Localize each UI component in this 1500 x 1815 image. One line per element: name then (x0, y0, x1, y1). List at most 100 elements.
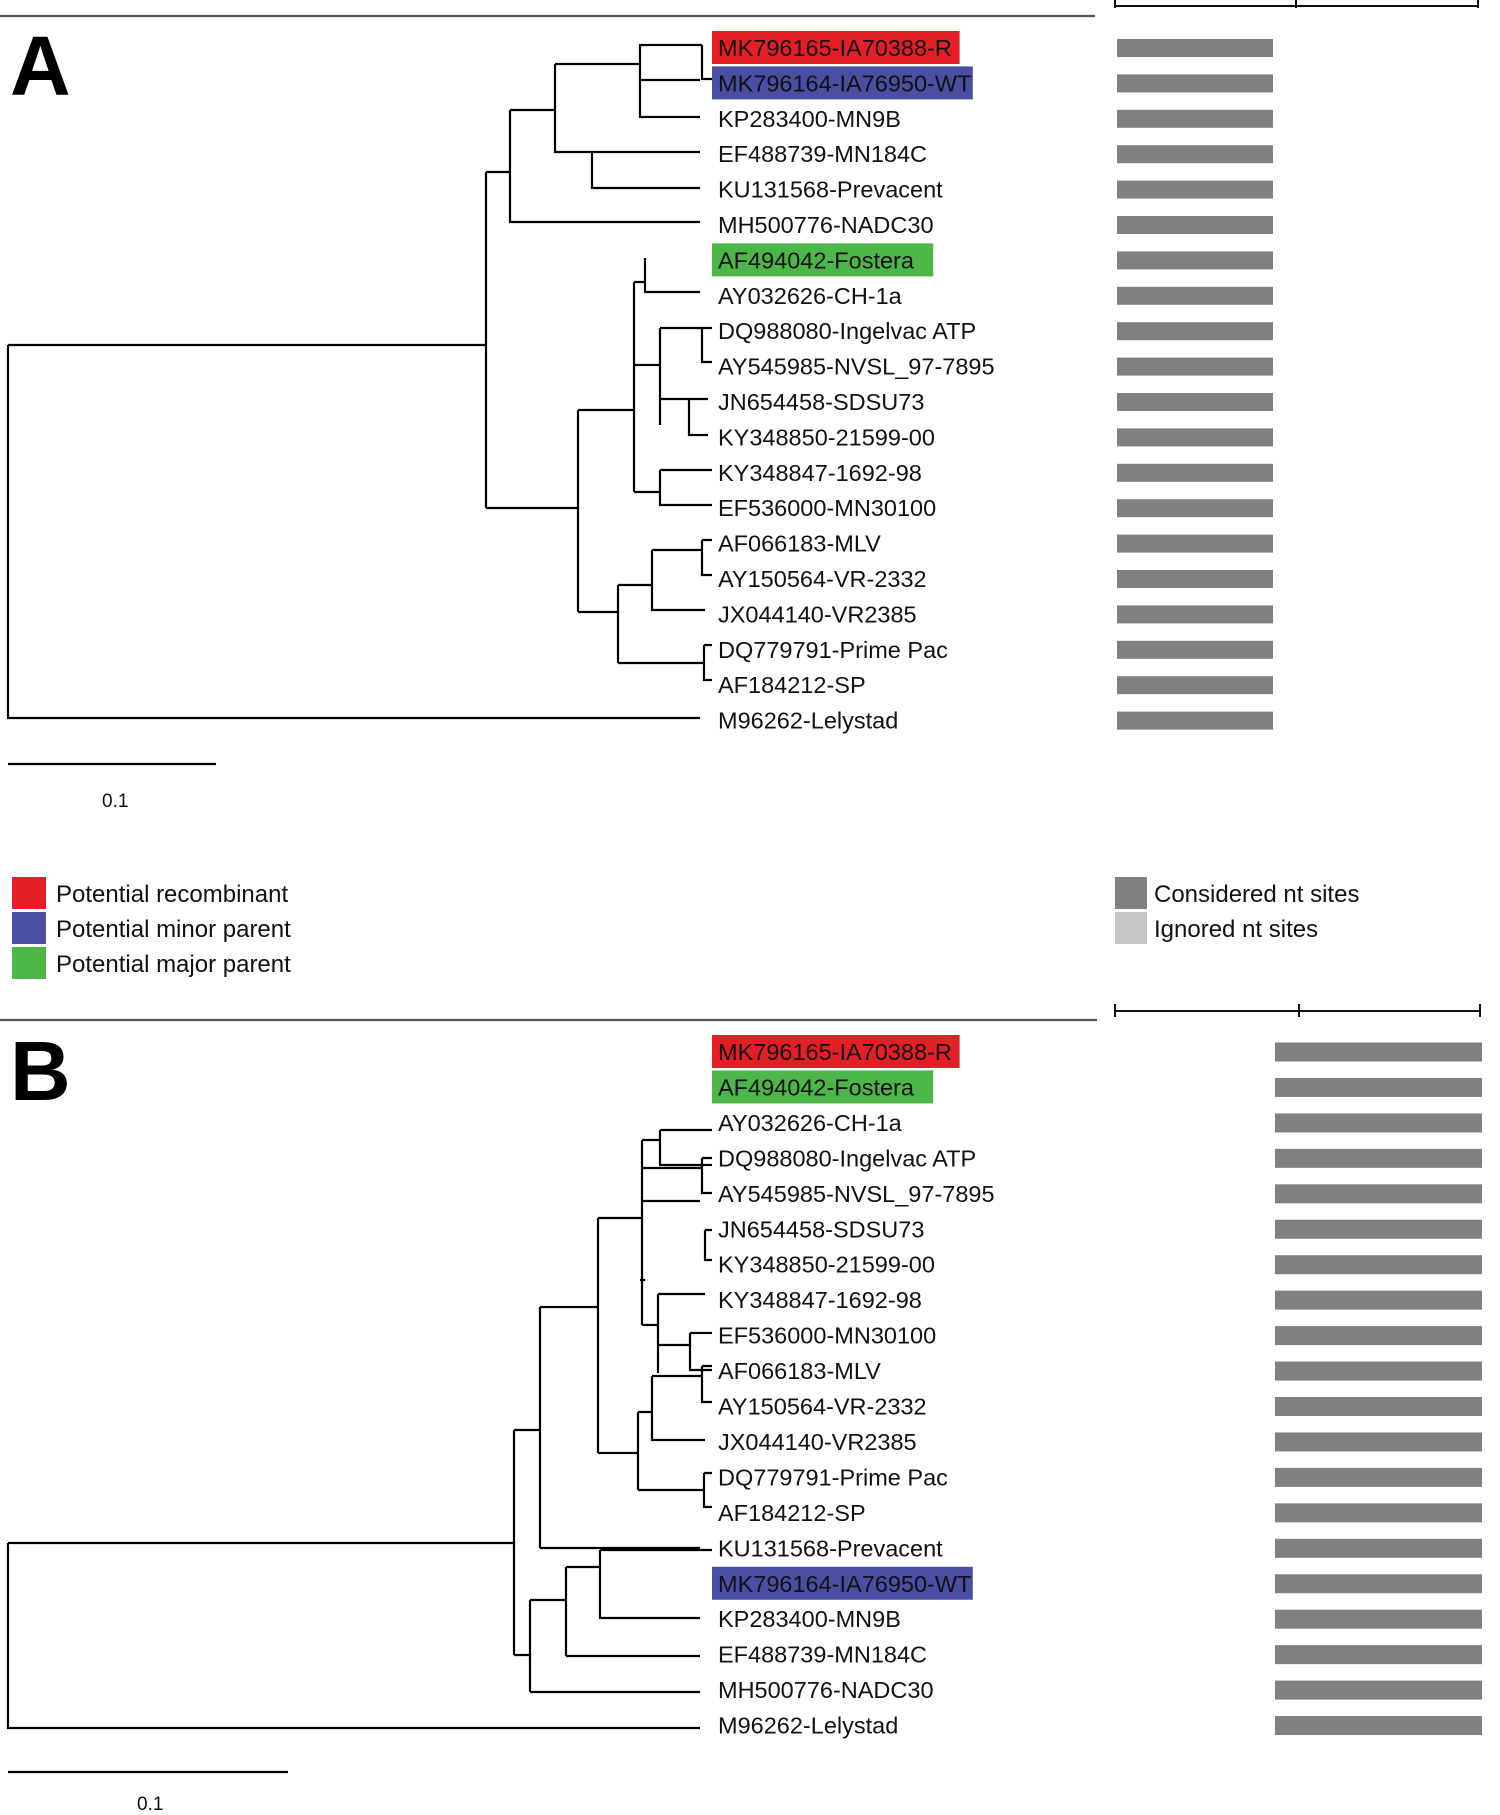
leaf-label: AY150564-VR-2332 (718, 1394, 927, 1420)
site-bar (1117, 251, 1273, 270)
site-bar (1117, 145, 1273, 164)
panel-a-tree-branches (6, 43, 712, 720)
site-bar (1117, 711, 1273, 730)
leaf-row: M96262-Lelystad (718, 708, 898, 734)
legend-swatch (1115, 877, 1147, 909)
leaf-row: AY545985-NVSL_97-7895 (718, 1181, 995, 1207)
leaf-row: AF494042-Fostera (712, 243, 934, 277)
leaf-label: M96262-Lelystad (718, 708, 898, 734)
leaf-row: DQ988080-Ingelvac ATP (718, 318, 976, 344)
leaf-row: DQ779791-Prime Pac (718, 1464, 948, 1490)
leaf-label: AY032626-CH-1a (718, 1110, 903, 1136)
site-bar (1275, 1290, 1482, 1310)
leaf-label: AY150564-VR-2332 (718, 566, 927, 592)
leaf-row: MK796164-IA76950-WT (712, 1566, 973, 1600)
leaf-label: AF184212-SP (718, 672, 866, 698)
site-bar (1275, 1397, 1482, 1416)
leaf-label: DQ779791-Prime Pac (718, 637, 948, 663)
panel-a-site-axis (1114, 0, 1479, 8)
leaf-row: JX044140-VR2385 (718, 1429, 917, 1455)
legend-swatch (12, 947, 46, 979)
leaf-highlight-major (712, 243, 934, 277)
site-bar (1117, 570, 1273, 588)
leaf-label: DQ779791-Prime Pac (718, 1464, 948, 1490)
leaf-label: JX044140-VR2385 (718, 601, 917, 627)
legend-swatch (12, 912, 46, 944)
leaf-row: JN654458-SDSU73 (718, 389, 924, 415)
site-bar (1117, 74, 1273, 93)
leaf-row: AY150564-VR-2332 (718, 1394, 927, 1420)
site-bar (1117, 463, 1273, 482)
site-bar (1117, 357, 1273, 376)
legend-sites: Considered nt sites Ignored nt sites (1115, 877, 1359, 944)
leaf-label: AF494042-Fostera (718, 247, 915, 273)
site-bar (1275, 1467, 1482, 1487)
site-bar (1275, 1255, 1482, 1275)
site-bar (1275, 1645, 1482, 1665)
panel-a-scale-label: 0.1 (102, 791, 128, 812)
leaf-label: KU131568-Prevacent (718, 177, 943, 203)
site-bar (1117, 640, 1273, 659)
panel-a: A 0.1 MK796165-IA70388-R MK796164-IA76950… (0, 0, 1479, 812)
site-bar (1275, 1680, 1482, 1700)
legend-swatch (12, 877, 46, 909)
site-bar (1117, 109, 1273, 128)
panel-a-letter: A (10, 19, 71, 113)
leaf-row: MK796165-IA70388-R (712, 1035, 960, 1068)
leaf-row: JN654458-SDSU73 (718, 1216, 924, 1242)
panel-a-site-bars (1117, 39, 1273, 730)
leaf-label: MH500776-NADC30 (718, 212, 934, 238)
site-bar (1117, 322, 1273, 341)
site-bar (1275, 1574, 1482, 1594)
leaf-row: AF184212-SP (718, 672, 866, 698)
panel-b-tree-branches (6, 1128, 712, 1730)
panel-b: B 0.1 MK796165-IA70388-R AF494042-Fostera… (0, 1004, 1482, 1815)
leaf-row: AF066183-MLV (718, 531, 881, 557)
site-bar (1275, 1503, 1482, 1523)
site-bar (1117, 39, 1273, 57)
leaf-row: AY032626-CH-1a (718, 283, 903, 309)
leaf-row: KY348847-1692-98 (718, 1287, 922, 1313)
leaf-label: KY348850-21599-00 (718, 1252, 935, 1278)
panel-b-site-bars (1275, 1042, 1482, 1736)
site-bar (1117, 605, 1273, 624)
site-bar (1117, 676, 1273, 695)
leaf-row: EF488739-MN184C (718, 141, 927, 167)
leaf-label: DQ988080-Ingelvac ATP (718, 318, 976, 344)
leaf-label: DQ988080-Ingelvac ATP (718, 1145, 976, 1171)
leaf-label: JX044140-VR2385 (718, 1429, 917, 1455)
leaf-label: KP283400-MN9B (718, 106, 901, 132)
leaf-label: KY348850-21599-00 (718, 424, 935, 450)
legend: Potential recombinant Potential minor par… (12, 877, 1359, 979)
leaf-row: M96262-Lelystad (718, 1713, 898, 1739)
legend-label: Ignored nt sites (1154, 916, 1318, 943)
leaf-label: KP283400-MN9B (718, 1606, 901, 1632)
site-bar (1275, 1361, 1482, 1381)
panel-a-leaves: MK796165-IA70388-R MK796164-IA76950-WT KP2… (712, 31, 995, 734)
leaf-row: KU131568-Prevacent (718, 1535, 943, 1561)
leaf-row: MH500776-NADC30 (718, 1677, 934, 1703)
leaf-label: AY545985-NVSL_97-7895 (718, 1181, 995, 1207)
site-bar (1117, 534, 1273, 553)
legend-parents: Potential recombinant Potential minor par… (12, 877, 291, 979)
leaf-label: KU131568-Prevacent (718, 1535, 943, 1561)
legend-label: Potential minor parent (56, 916, 291, 943)
leaf-row: DQ779791-Prime Pac (718, 637, 948, 663)
panel-b-letter: B (10, 1024, 71, 1118)
panel-b-scale-label: 0.1 (137, 1794, 163, 1815)
leaf-row: AY032626-CH-1a (718, 1110, 903, 1136)
leaf-row: AY545985-NVSL_97-7895 (718, 354, 995, 380)
legend-label: Considered nt sites (1154, 881, 1359, 908)
site-bar (1275, 1184, 1482, 1204)
site-bar (1275, 1113, 1482, 1133)
panel-b-site-axis (1114, 1004, 1481, 1017)
site-bar (1275, 1077, 1482, 1097)
leaf-highlight-minor (712, 66, 973, 100)
leaf-row: MK796164-IA76950-WT (712, 66, 973, 100)
leaf-row: KY348847-1692-98 (718, 460, 922, 486)
site-bar (1117, 428, 1273, 447)
leaf-row: MH500776-NADC30 (718, 212, 934, 238)
site-bar (1275, 1326, 1482, 1346)
legend-label: Potential recombinant (56, 881, 288, 908)
